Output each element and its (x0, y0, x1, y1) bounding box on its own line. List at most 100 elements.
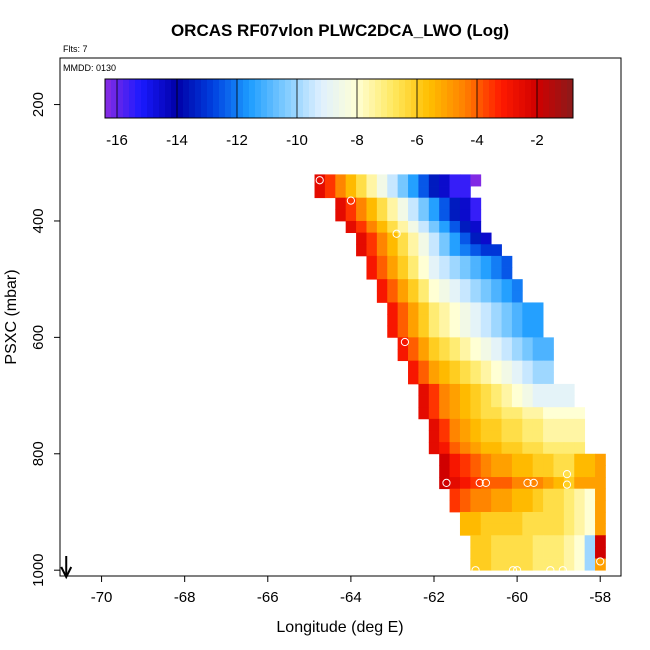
colorbar-segment (423, 79, 430, 118)
colorbar-segment (207, 79, 214, 118)
heatmap-cell (376, 174, 388, 187)
sample-point (392, 229, 401, 238)
y-axis-label: PSXC (mbar) (3, 269, 20, 364)
heatmap-cell (501, 418, 513, 431)
heatmap-cell (532, 523, 544, 536)
heatmap-cell (428, 430, 440, 443)
colorbar-segment (405, 79, 412, 118)
heatmap-cell (408, 314, 419, 327)
heatmap-cell (408, 349, 419, 362)
heatmap-cell (563, 477, 575, 490)
colorbar-segment (363, 79, 370, 118)
heatmap-cell (480, 337, 492, 350)
colorbar-segment (129, 79, 136, 118)
x-tick-label: -70 (91, 589, 113, 606)
colorbar-segment (339, 79, 346, 118)
heatmap-cell (459, 255, 471, 268)
colorbar-segment (279, 79, 286, 118)
heatmap-cell (449, 407, 461, 420)
heatmap-cell (428, 395, 440, 408)
heatmap-cell (480, 558, 492, 571)
heatmap-cell (470, 220, 482, 234)
heatmap-cell (387, 244, 399, 257)
colorbar-segment (249, 79, 256, 118)
heatmap-cell (501, 523, 513, 536)
heatmap-cell (356, 244, 367, 257)
heatmap-cell (418, 174, 430, 187)
y-tick-label: 800 (30, 441, 47, 466)
heatmap-cell (522, 488, 534, 501)
heatmap-cell (439, 267, 450, 280)
heatmap-cell (563, 407, 575, 420)
heatmap-cell (543, 546, 554, 559)
heatmap-cell (532, 558, 544, 571)
heatmap-cell (314, 186, 326, 199)
heatmap-cell (553, 442, 565, 455)
heatmap-cell (428, 186, 440, 199)
heatmap-cell (459, 220, 471, 234)
heatmap-cell (470, 197, 482, 210)
heatmap-cell (543, 418, 554, 431)
heatmap-cell (470, 360, 482, 373)
colorbar-segment (303, 79, 310, 118)
heatmap-cell (574, 453, 586, 466)
heatmap-cell (522, 523, 534, 536)
y-tick-label: 400 (30, 208, 47, 233)
heatmap-cell (449, 174, 461, 187)
heatmap-cell (584, 558, 596, 571)
heatmap-cell (449, 232, 461, 245)
heatmap-cell (491, 500, 502, 513)
heatmap-cell (522, 453, 534, 466)
heatmap-cell (563, 535, 575, 548)
heatmap-cell (335, 174, 347, 187)
heatmap-cell (491, 453, 502, 466)
heatmap-cell (397, 255, 409, 268)
heatmap-cell (439, 383, 450, 396)
heatmap-cell (491, 314, 502, 327)
heatmap-cell (543, 500, 554, 513)
heatmap-cell (543, 465, 554, 478)
heatmap-cell (439, 314, 450, 327)
heatmap-cell (532, 325, 544, 338)
heatmap-cell (397, 314, 409, 327)
heatmap-cell (480, 325, 492, 338)
heatmap-cell (470, 325, 482, 338)
heatmap-cell (470, 535, 482, 548)
colorbar-segment (441, 79, 448, 118)
colorbar-segment (285, 79, 292, 118)
heatmap-cell (480, 349, 492, 362)
heatmap-cell (459, 488, 471, 501)
heatmap-cell (522, 325, 534, 338)
heatmap-cell (480, 418, 492, 431)
heatmap-cell (439, 360, 450, 373)
plot-frame (59, 57, 622, 577)
heatmap-cell (480, 430, 492, 443)
heatmap-cell (418, 197, 430, 210)
colorbar-segment (447, 79, 454, 118)
heatmap-cell (543, 523, 554, 536)
heatmap-cell (376, 186, 388, 199)
heatmap-cell (543, 442, 554, 455)
heatmap-cell (543, 558, 554, 571)
colorbar-segment (237, 79, 244, 118)
sample-point (523, 478, 532, 487)
heatmap-cell (459, 523, 471, 536)
heatmap-cell (376, 290, 388, 303)
y-tick-label: 1000 (30, 553, 47, 586)
heatmap-cell (584, 546, 596, 559)
colorbar-segment (345, 79, 352, 118)
heatmap-cell (501, 465, 513, 478)
heatmap-cell (574, 442, 586, 455)
colorbar-segment (135, 79, 142, 118)
heatmap-cell (480, 407, 492, 420)
heatmap-cell (449, 418, 461, 431)
heatmap-cell (491, 477, 502, 490)
heatmap-cell (439, 325, 450, 338)
colorbar-border (104, 78, 574, 119)
heatmap-cell (501, 546, 513, 559)
heatmap-cell (553, 465, 565, 478)
heatmap-cell (366, 220, 378, 234)
heatmap-cell (584, 477, 596, 490)
x-tick-label: -66 (257, 589, 279, 606)
heatmap-cell (480, 395, 492, 408)
